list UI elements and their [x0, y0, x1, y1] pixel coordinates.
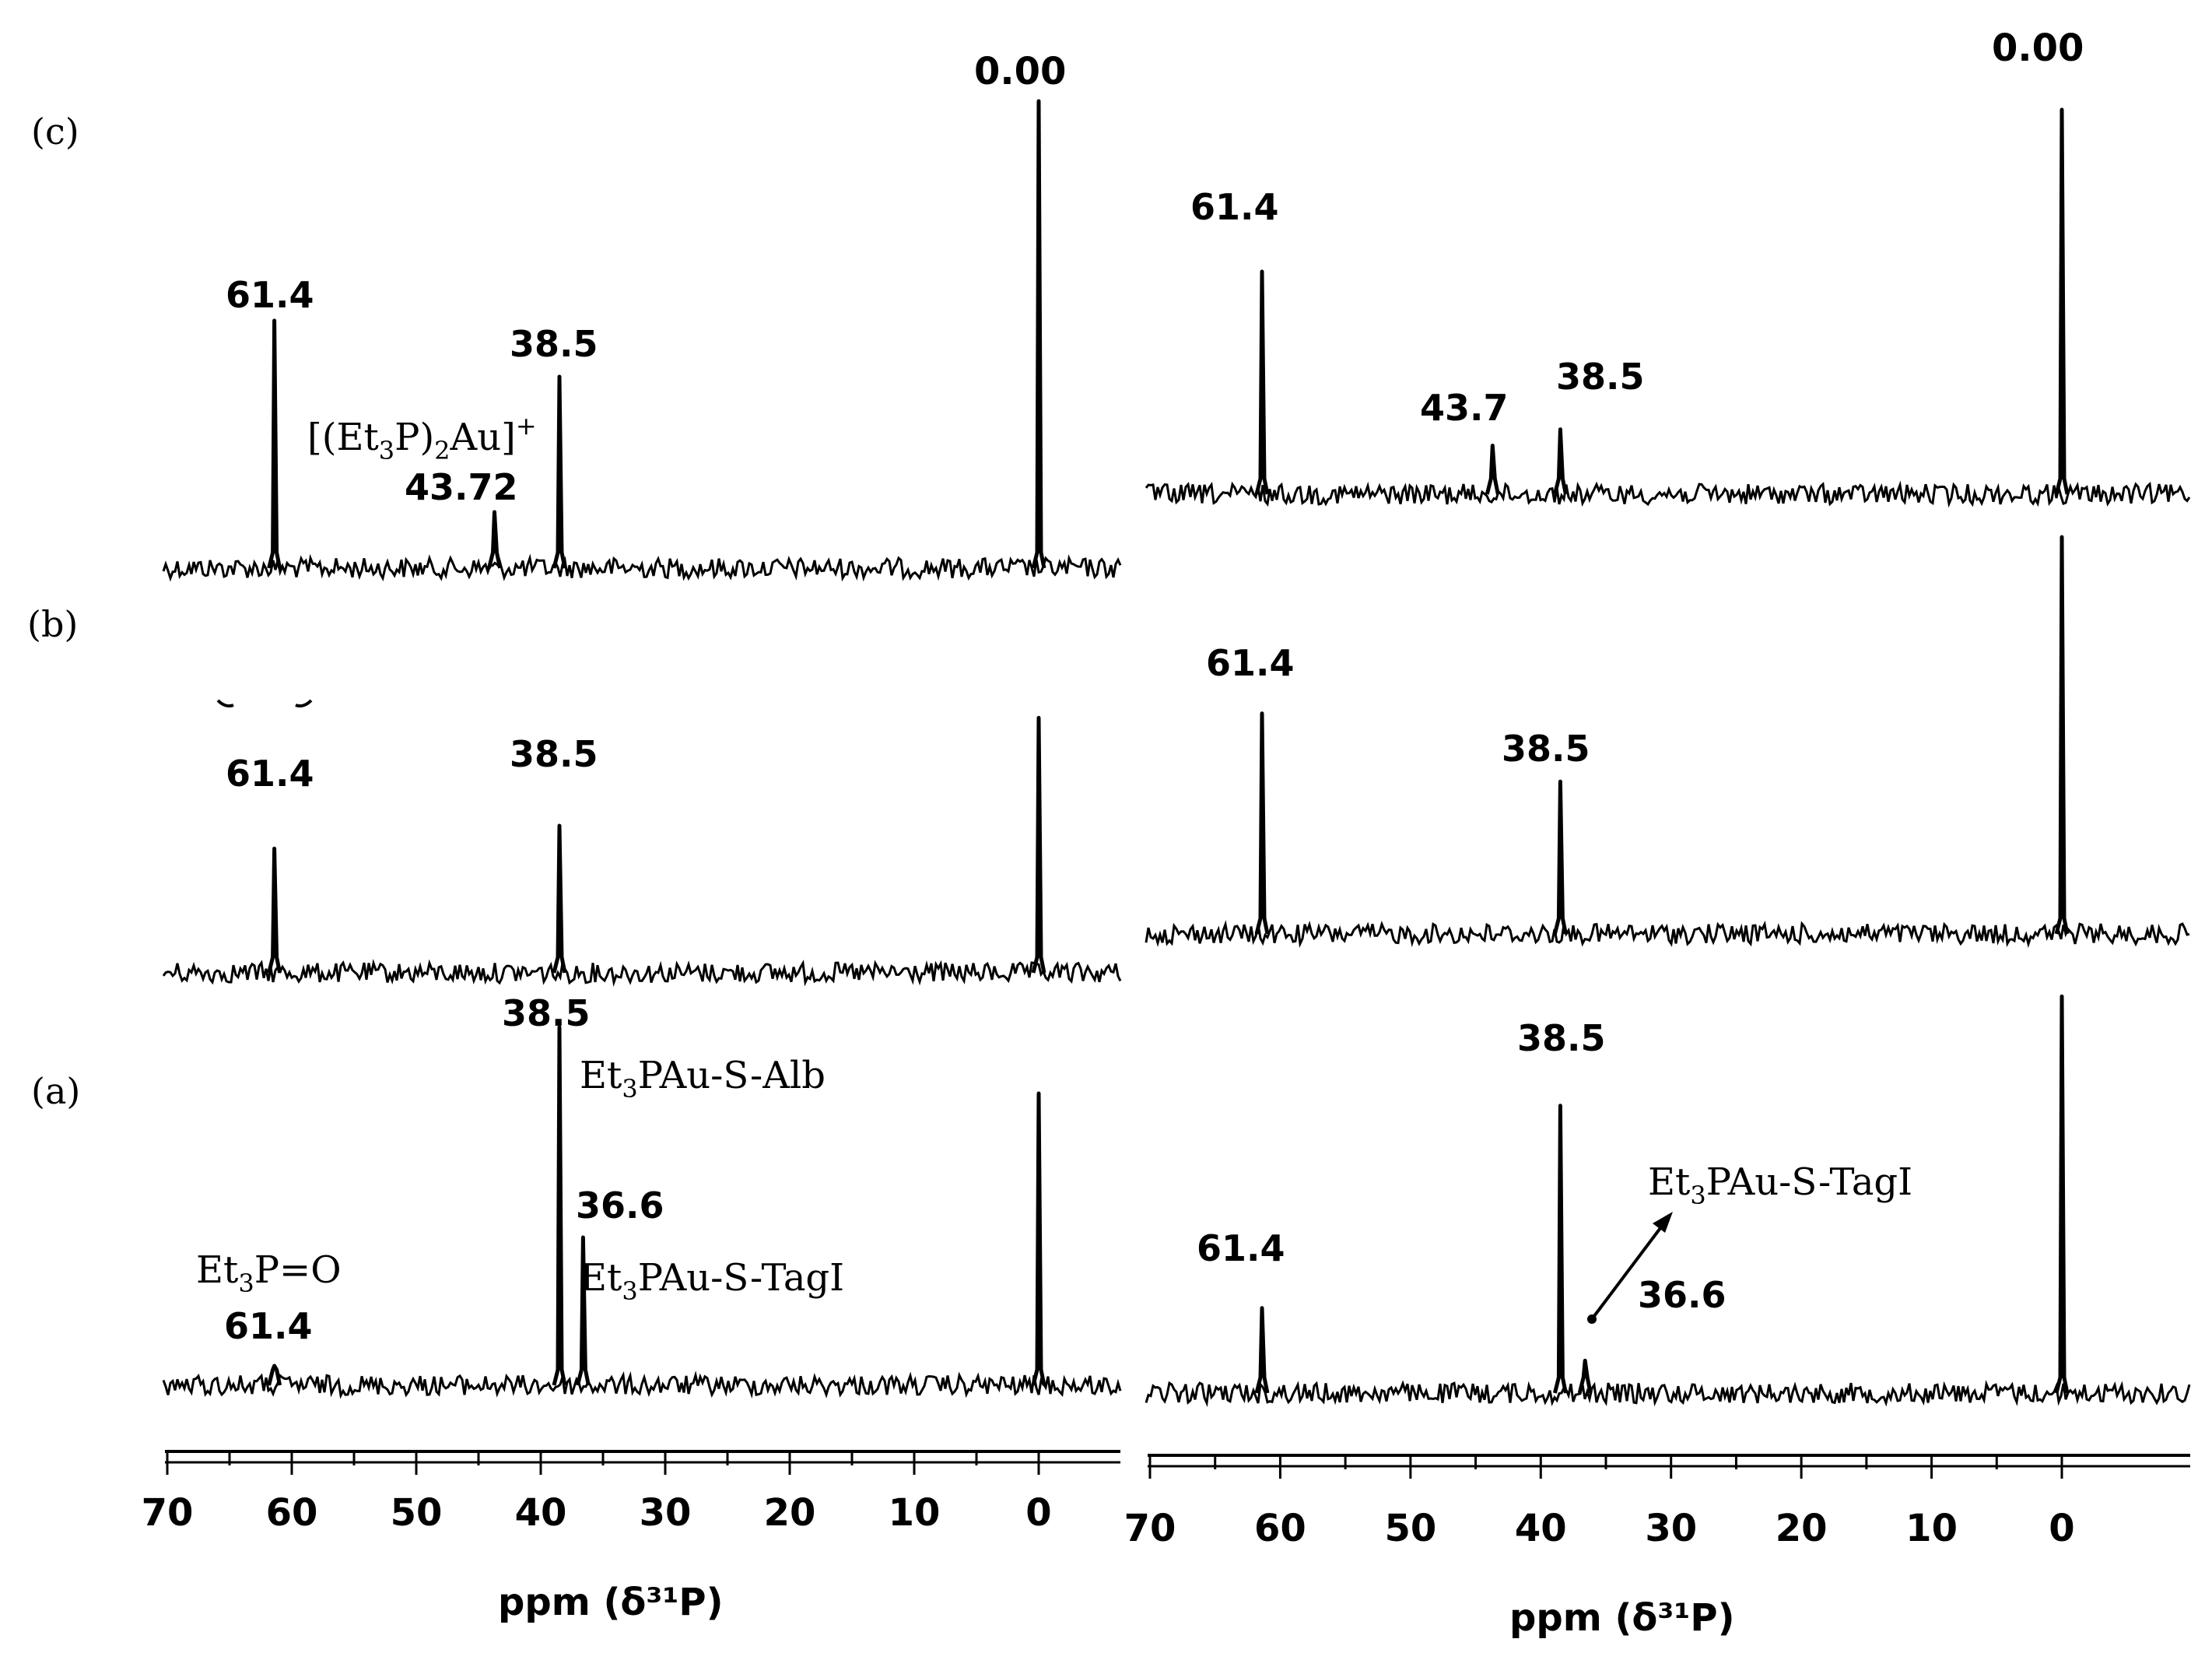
- peak-1-c-43-7: [1485, 444, 1500, 495]
- peak-0-b-38-5: [552, 823, 567, 974]
- peak-1-c-61-4: [1254, 269, 1270, 495]
- left-b-label-38-5: 38.5: [510, 733, 598, 775]
- left-b-label-61-4: 61.4: [226, 753, 314, 795]
- x-tick-label-1-0: 0: [2049, 1507, 2074, 1550]
- x-tick-label-1-20: 20: [1776, 1507, 1828, 1550]
- peak-1-b-0: [2054, 535, 2070, 935]
- peak-1-c-38-5: [1552, 427, 1568, 495]
- peak-1-a-36-6: [1577, 1358, 1593, 1394]
- x-tick-label-0-40: 40: [515, 1491, 567, 1535]
- left-axis-label: ppm (δ³¹P): [498, 1581, 724, 1624]
- spectrum-0-c-baseline: [162, 553, 1122, 582]
- x-tick-label-1-40: 40: [1515, 1507, 1567, 1550]
- spectrum-1-b-baseline: [1145, 920, 2190, 949]
- peak-0-c-38-5: [552, 374, 567, 569]
- spectra-traces: [162, 99, 2191, 1408]
- peak-0-c-61-4: [267, 318, 282, 569]
- peak-1-a-61-4: [1254, 1306, 1270, 1394]
- peak-1-b-61-4: [1254, 711, 1270, 935]
- peak-0-b-0: [1031, 715, 1046, 974]
- left-a-compound-tagi: Et3PAu-S-TagI: [580, 1256, 844, 1306]
- left-c-label-0-00: 0.00: [974, 50, 1066, 93]
- right-a-compound-tagi: Et3PAu-S-TagI: [1648, 1160, 1912, 1210]
- left-c-compound-label: [(Et3P)2Au]+: [307, 411, 537, 465]
- peak-1-a-0: [2054, 994, 2070, 1394]
- x-tick-label-0-50: 50: [391, 1491, 443, 1535]
- left-c-label-43-72: 43.72: [405, 466, 518, 508]
- x-tick-label-0-10: 10: [889, 1491, 941, 1535]
- peak-0-a-61-4: [267, 1363, 282, 1386]
- left-a-label-38-5: 38.5: [502, 992, 591, 1034]
- left-b-mark-decoration: [216, 699, 313, 708]
- x-tick-label-0-70: 70: [142, 1491, 194, 1535]
- peak-0-b-61-4: [267, 846, 282, 974]
- left-a-label-61-4: 61.4: [224, 1305, 313, 1347]
- peak-0-a-0: [1031, 1091, 1046, 1386]
- x-tick-label-1-70: 70: [1124, 1507, 1176, 1550]
- right-a-label-61-4: 61.4: [1197, 1227, 1285, 1269]
- right-axis-label: ppm (δ³¹P): [1509, 1596, 1735, 1640]
- left-c-label-61-4: 61.4: [226, 274, 314, 316]
- left-a-compound-alb: Et3PAu-S-Alb: [580, 1054, 826, 1104]
- panel-label-b: (b): [27, 603, 78, 645]
- peak-1-b-38-5: [1552, 779, 1568, 935]
- spectrum-1-a-baseline: [1145, 1380, 2191, 1408]
- panel-label-a: (a): [31, 1070, 80, 1112]
- peak-0-a-38-5: [552, 1025, 567, 1386]
- panel-label-c: (c): [31, 111, 79, 153]
- spectrum-0-a-baseline: [162, 1370, 1122, 1399]
- x-tick-label-0-30: 30: [640, 1491, 692, 1535]
- right-b-label-61-4: 61.4: [1206, 642, 1295, 684]
- right-b-label-38-5: 38.5: [1502, 728, 1590, 770]
- axes: 70 60 50 40 30 20 10 0 70 60 50 40 30 20 10 0: [142, 1450, 2190, 1550]
- right-a-label-38-5: 38.5: [1517, 1017, 1606, 1059]
- peak-0-c-43-72: [487, 510, 502, 569]
- x-tick-label-1-50: 50: [1384, 1507, 1436, 1550]
- peak-1-c-0: [2054, 107, 2070, 495]
- x-tick-label-0-60: 60: [266, 1491, 318, 1535]
- right-a-label-36-6: 36.6: [1638, 1274, 1726, 1316]
- x-tick-label-1-60: 60: [1254, 1507, 1306, 1550]
- spectrum-0-b-baseline: [162, 958, 1122, 988]
- right-a-tagi-arrow: [1587, 1212, 1673, 1324]
- left-a-compound-et3po: Et3P=O: [196, 1248, 342, 1298]
- x-tick-label-1-10: 10: [1905, 1507, 1958, 1550]
- spectrum-1-c-baseline: [1145, 480, 2191, 508]
- x-tick-label-0-20: 20: [764, 1491, 816, 1535]
- x-tick-label-0-0: 0: [1025, 1491, 1051, 1535]
- right-c-label-38-5: 38.5: [1556, 356, 1645, 398]
- peak-0-c-0: [1031, 99, 1046, 569]
- left-c-label-38-5: 38.5: [510, 323, 598, 365]
- right-c-label-0-00: 0.00: [1992, 26, 2084, 70]
- x-tick-label-1-30: 30: [1645, 1507, 1697, 1550]
- left-a-label-36-6: 36.6: [576, 1184, 664, 1227]
- peak-0-a-36-6: [575, 1235, 591, 1386]
- right-c-label-61-4: 61.4: [1190, 186, 1279, 228]
- peak-1-a-38-5: [1552, 1104, 1568, 1394]
- right-c-label-43-7: 43.7: [1420, 387, 1509, 429]
